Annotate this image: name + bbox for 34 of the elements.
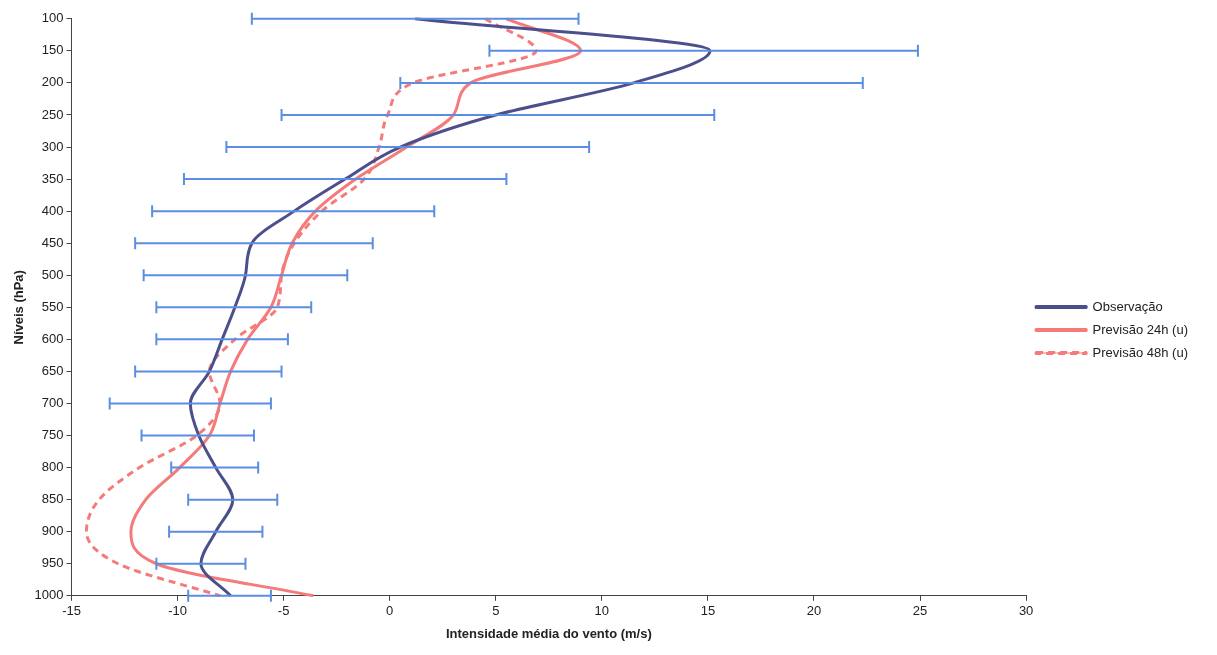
x-tick-label: 5	[492, 603, 500, 619]
x-axis-title: Intensidade média do vento (m/s)	[445, 625, 652, 641]
y-tick-label: 800	[41, 459, 64, 475]
y-tick-label: 500	[41, 266, 64, 282]
y-tick-label: 400	[41, 202, 64, 218]
legend-label: Previsão 48h (u)	[1092, 344, 1189, 360]
x-tick-label: -15	[62, 603, 81, 619]
x-tick-label: 20	[806, 603, 822, 619]
x-tick-label: 10	[594, 603, 610, 619]
y-axis-title: Níveis (hPa)	[11, 270, 27, 345]
y-tick-label: 850	[41, 491, 64, 507]
y-tick-label: 550	[41, 298, 64, 314]
x-tick-label: 0	[386, 603, 394, 619]
y-tick-label: 150	[41, 42, 64, 58]
x-tick-label: 25	[912, 603, 928, 619]
x-tick-label: 30	[1018, 603, 1034, 619]
x-tick-label: -5	[277, 603, 290, 619]
y-tick-label: 700	[41, 395, 64, 411]
legend-label: Previsão 24h (u)	[1092, 321, 1189, 337]
y-tick-label: 900	[41, 523, 64, 539]
y-tick-label: 1000	[34, 587, 64, 603]
y-tick-label: 750	[41, 427, 64, 443]
y-tick-label: 300	[41, 138, 64, 154]
y-tick-label: 350	[41, 170, 64, 186]
y-tick-label: 650	[41, 362, 64, 378]
legend-label: Observação	[1092, 298, 1163, 314]
y-tick-label: 450	[41, 234, 64, 250]
y-tick-label: 950	[41, 555, 64, 571]
y-tick-label: 100	[41, 10, 64, 26]
y-tick-label: 200	[41, 74, 64, 90]
y-tick-label: 600	[41, 330, 64, 346]
x-tick-label: 15	[700, 603, 716, 619]
y-tick-label: 250	[41, 106, 64, 122]
x-tick-label: -10	[168, 603, 187, 619]
